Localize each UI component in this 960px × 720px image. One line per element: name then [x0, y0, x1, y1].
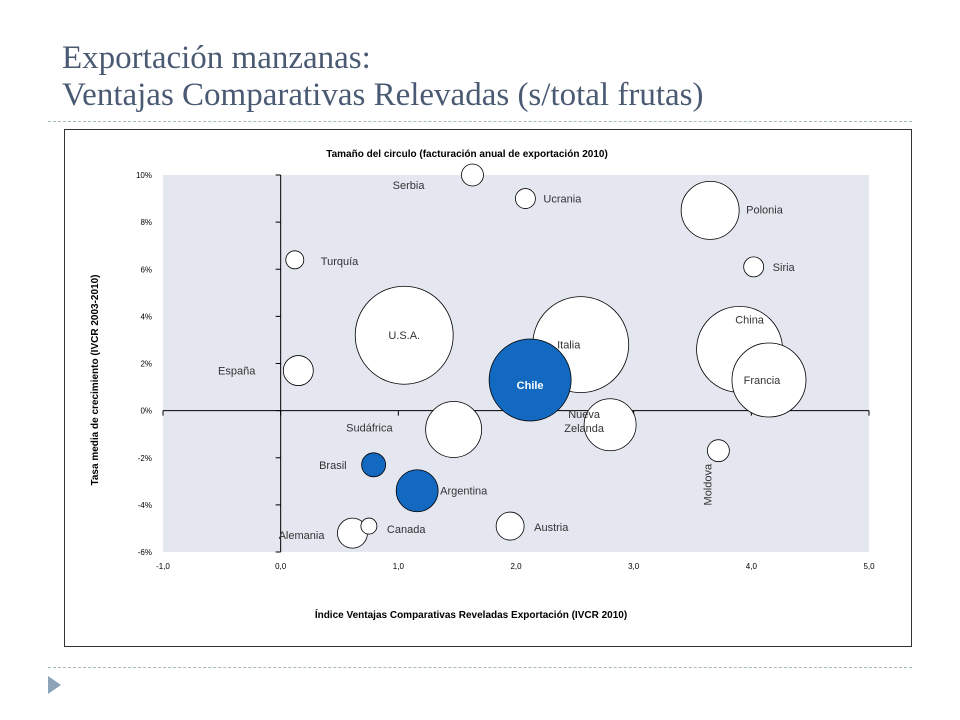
bubble-label: Austria [534, 522, 569, 534]
labels-layer: Serbia Ucrania Polonia Turquía Siria U.S.A. It… [218, 180, 796, 542]
bubble-label: Argentina [440, 486, 488, 498]
bubble-label: Ucrania [543, 194, 582, 206]
bubble-francia [731, 342, 807, 418]
bubble-polonia [680, 180, 740, 240]
bubble-label: Brasil [319, 460, 347, 472]
bubble-sud-frica [425, 401, 483, 458]
bubble-argentina [395, 469, 439, 513]
bubble-austria [495, 511, 525, 541]
y-tick-label: -4% [138, 501, 152, 510]
slide-title-line-2: Ventajas Comparativas Relevadas (s/total… [62, 77, 704, 113]
y-tick-label: 0% [140, 407, 152, 416]
y-tick-label: -6% [138, 548, 152, 557]
bullet-arrow-icon [48, 676, 61, 694]
x-tick-label: 4,0 [746, 562, 758, 571]
bubble-label: Serbia [393, 180, 426, 192]
bubble-espa-a [282, 355, 314, 386]
bubble-label: Nueva Zelanda [564, 409, 605, 435]
x-axis-label: Índice Ventajas Comparativas Reveladas E… [315, 608, 627, 621]
bubble-ucrania [515, 188, 536, 209]
x-tick-label: 2,0 [510, 562, 522, 571]
chart-subtitle: Tamaño del circulo (facturación anual de… [326, 149, 608, 160]
x-tick-label: 0,0 [275, 562, 287, 571]
bubble-label-line: Nueva [568, 409, 601, 421]
x-tick-label: 1,0 [393, 562, 405, 571]
y-tick-label: -2% [138, 454, 152, 463]
bubble-u-s-a [354, 285, 454, 385]
bubble-brasil [361, 452, 387, 478]
y-tick-label: 10% [136, 171, 152, 180]
bubbles-layer [282, 163, 807, 549]
bubble-label-line: Zelanda [564, 423, 605, 435]
bubble-label: Italia [557, 340, 581, 352]
y-tick-label: 8% [140, 218, 152, 227]
y-tick-label: 4% [140, 312, 152, 321]
bubble-serbia [461, 163, 484, 187]
bubble-label: Moldova [702, 463, 714, 505]
y-axis-label: Tasa media de crecimiento (IVCR 2003-201… [90, 274, 101, 485]
bubble-nueva-zelanda [583, 398, 637, 452]
bubble-turqu-a [285, 250, 305, 270]
y-tick-label: 2% [140, 360, 152, 369]
title-divider [48, 121, 912, 122]
bubble-label: U.S.A. [388, 330, 420, 342]
bubble-label: Francia [744, 375, 782, 387]
bubble-siria [743, 256, 765, 278]
bubble-label: Chile [517, 380, 544, 392]
chart-frame: Tamaño del circulo (facturación anual de… [64, 129, 912, 647]
footer-divider [48, 667, 912, 668]
bubble-canada [360, 517, 378, 535]
bubble-label: Polonia [746, 204, 784, 216]
bubble-chart: Tamaño del circulo (facturación anual de… [90, 149, 875, 621]
bubble-label: Alemania [279, 530, 326, 542]
slide-title: Exportación manzanas: Ventajas Comparati… [62, 40, 942, 114]
bubble-label: España [218, 366, 256, 378]
bubble-label: Canada [387, 524, 426, 536]
slide-title-line-1: Exportación manzanas: [62, 40, 371, 76]
bubble-label: Siria [773, 262, 796, 274]
bubble-label: Sudáfrica [346, 422, 393, 434]
x-tick-label: -1,0 [156, 562, 170, 571]
bubble-chile [488, 338, 572, 422]
x-tick-label: 3,0 [628, 562, 640, 571]
y-tick-label: 6% [140, 265, 152, 274]
bubble-moldova [706, 439, 730, 463]
x-tick-label: 5,0 [863, 562, 875, 571]
bubble-label: China [735, 314, 765, 326]
bubble-label: Turquía [321, 256, 359, 268]
